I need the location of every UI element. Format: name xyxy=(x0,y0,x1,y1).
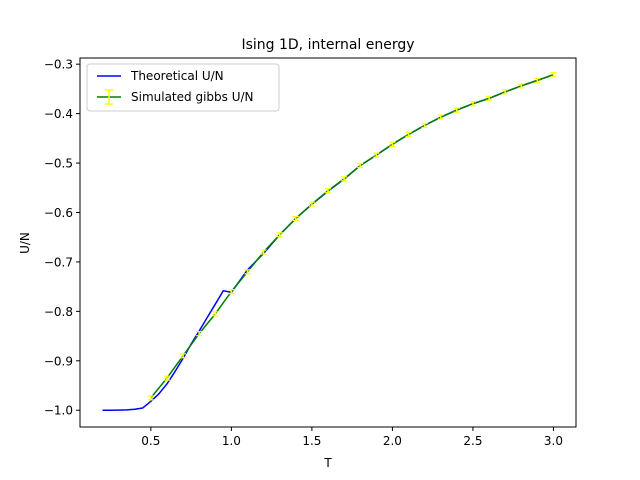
errorbar-point xyxy=(325,188,331,194)
y-tick-label: −1.0 xyxy=(44,404,73,418)
chart-title: Ising 1D, internal energy xyxy=(241,37,414,53)
x-tick-label: 2.5 xyxy=(463,434,482,448)
errorbar-point xyxy=(421,122,428,129)
errorbar-point xyxy=(550,71,557,78)
errorbar-point xyxy=(373,152,380,158)
plot-frame xyxy=(79,57,577,428)
legend-label-simulated: Simulated gibbs U/N xyxy=(131,90,254,104)
x-tick-label: 3.0 xyxy=(544,434,563,448)
y-axis-ticks: −1.0 −0.9 −0.8 −0.7 −0.6 −0.5 −0.4 −0.3 xyxy=(44,58,80,418)
x-axis-label: T xyxy=(323,456,332,470)
y-tick-label: −0.7 xyxy=(44,255,73,269)
y-axis-label: U/N xyxy=(18,232,32,254)
errorbar-point xyxy=(518,83,525,89)
x-tick-label: 1.5 xyxy=(302,434,321,448)
errorbar-point xyxy=(180,353,187,359)
errorbar-point xyxy=(276,232,283,238)
errorbar-point xyxy=(260,249,267,255)
legend-swatch-simulated xyxy=(97,89,121,105)
errorbar-point xyxy=(228,289,235,295)
x-tick-label: 1.0 xyxy=(222,434,241,448)
errorbar-point xyxy=(212,311,219,317)
errorbar-point xyxy=(486,95,493,101)
errorbar-point xyxy=(341,176,348,182)
errorbar-point xyxy=(502,89,509,95)
errorbar-point xyxy=(469,101,476,107)
errorbar-point xyxy=(357,162,364,169)
y-tick-label: −0.4 xyxy=(44,107,73,121)
errorbar-point xyxy=(437,114,444,120)
y-tick-label: −0.6 xyxy=(44,206,73,220)
legend-label-theoretical: Theoretical U/N xyxy=(130,69,224,83)
errorbar-point xyxy=(308,201,315,207)
errorbar-point xyxy=(405,131,412,137)
errorbar-point xyxy=(292,215,299,222)
x-tick-label: 2.0 xyxy=(383,434,402,448)
legend: Theoretical U/N Simulated gibbs U/N xyxy=(86,63,280,112)
errorbar-point xyxy=(196,331,203,337)
errorbar-point xyxy=(244,269,251,275)
x-tick-label: 0.5 xyxy=(141,434,160,448)
errorbar-point xyxy=(389,141,396,147)
errorbar-point xyxy=(453,107,460,113)
y-tick-label: −0.3 xyxy=(44,58,73,72)
errorbar-point xyxy=(163,375,170,381)
plot-data xyxy=(102,71,557,411)
y-tick-label: −0.5 xyxy=(44,157,73,171)
errorbar-point xyxy=(147,395,154,401)
series-line-simulated xyxy=(150,73,554,399)
legend-box xyxy=(86,63,280,112)
errorbar-point xyxy=(534,77,541,84)
y-tick-label: −0.8 xyxy=(44,305,73,319)
y-tick-label: −0.9 xyxy=(44,354,73,368)
x-axis-ticks: 0.5 1.0 1.5 2.0 2.5 3.0 xyxy=(141,427,563,448)
